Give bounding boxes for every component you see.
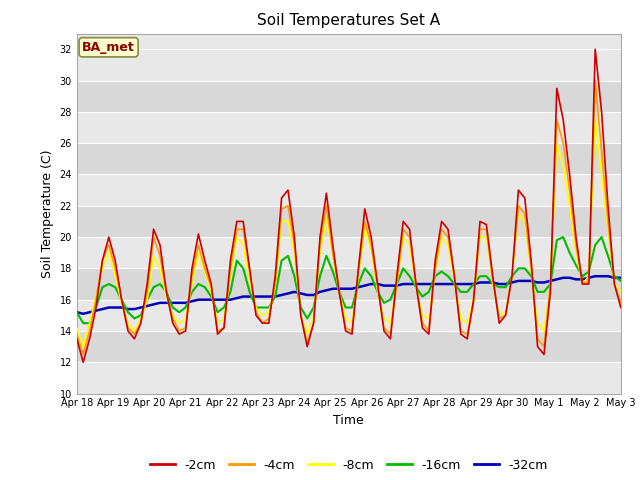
Bar: [77, 300, 621, 331]
Bar: [77, 206, 621, 237]
Title: Soil Temperatures Set A: Soil Temperatures Set A: [257, 13, 440, 28]
Bar: [77, 143, 621, 174]
Bar: [77, 268, 621, 300]
Y-axis label: Soil Temperature (C): Soil Temperature (C): [41, 149, 54, 278]
Bar: [77, 331, 621, 362]
Bar: [77, 174, 621, 206]
Bar: [77, 112, 621, 143]
Legend: -2cm, -4cm, -8cm, -16cm, -32cm: -2cm, -4cm, -8cm, -16cm, -32cm: [145, 454, 553, 477]
X-axis label: Time: Time: [333, 414, 364, 427]
Bar: [77, 49, 621, 81]
Bar: [77, 362, 621, 394]
Bar: [77, 237, 621, 268]
Text: BA_met: BA_met: [82, 41, 135, 54]
Bar: [77, 81, 621, 112]
